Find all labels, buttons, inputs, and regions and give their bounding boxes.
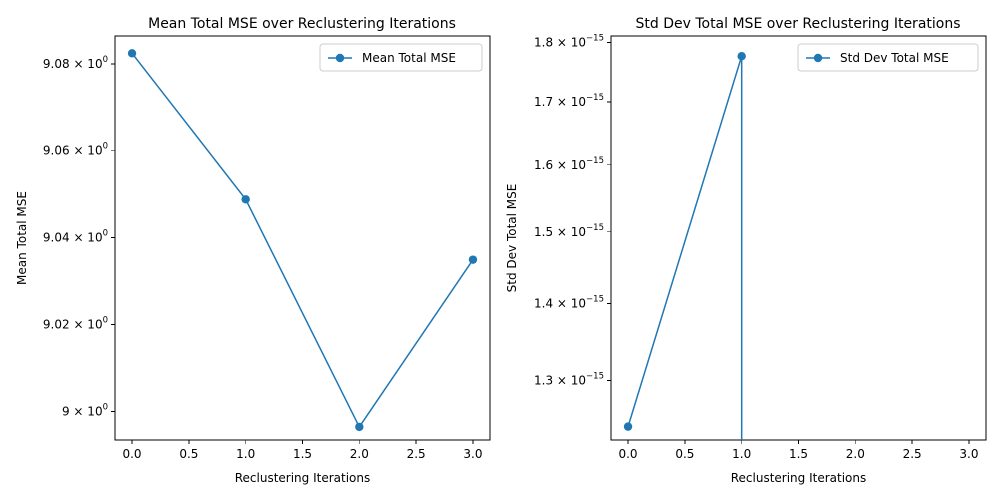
chart-panel-1: Mean Total MSE over Reclustering Iterati… — [15, 16, 491, 485]
x-tick-label: 2.5 — [903, 447, 922, 461]
legend: Std Dev Total MSE — [797, 43, 979, 72]
data-point — [623, 422, 633, 431]
y-tick-label: 1.4 × 10−15 — [534, 294, 604, 310]
data-point — [468, 255, 478, 264]
x-tick-label: 3.0 — [463, 447, 482, 461]
y-tick-label: 1.3 × 10−15 — [534, 371, 604, 387]
y-tick-label: 9 × 100 — [62, 403, 108, 419]
y-axis-label: Mean Total MSE — [15, 191, 29, 285]
data-point — [241, 195, 250, 204]
x-tick-label: 2.0 — [350, 447, 369, 461]
x-tick-label: 3.0 — [959, 447, 978, 461]
y-tick-label: 1.8 × 10−15 — [534, 33, 604, 49]
data-point — [737, 52, 746, 61]
y-tick-label: 9.02 × 100 — [43, 315, 108, 331]
chart-panel-2: Std Dev Total MSE over Reclustering Iter… — [505, 16, 987, 485]
legend-box — [319, 43, 483, 72]
x-tick-label: 2.0 — [846, 447, 865, 461]
legend-label: Std Dev Total MSE — [840, 51, 949, 65]
y-tick-label: 9.06 × 100 — [43, 142, 108, 158]
x-tick-label: 1.5 — [293, 447, 312, 461]
chart-title: Std Dev Total MSE over Reclustering Iter… — [635, 16, 960, 32]
y-tick-label: 1.5 × 10−15 — [534, 223, 604, 239]
data-point — [127, 49, 137, 58]
y-tick-label: 1.7 × 10−15 — [534, 93, 604, 109]
legend: Mean Total MSE — [319, 43, 483, 72]
x-tick-label: 1.0 — [732, 447, 751, 461]
chart-title: Mean Total MSE over Reclustering Iterati… — [148, 16, 456, 32]
x-axis-label: Reclustering Iterations — [731, 471, 867, 485]
x-tick-label: 2.5 — [407, 447, 426, 461]
series-group — [623, 52, 746, 440]
x-tick-label: 0.0 — [122, 447, 141, 461]
y-tick-label: 9.04 × 100 — [43, 228, 108, 244]
x-tick-label: 1.0 — [236, 447, 255, 461]
x-tick-label: 0.5 — [675, 447, 694, 461]
y-tick-label: 1.6 × 10−15 — [534, 156, 604, 172]
plot-area-frame — [114, 35, 491, 441]
x-tick-label: 1.5 — [789, 447, 808, 461]
legend-label: Mean Total MSE — [362, 51, 456, 65]
y-axis-label: Std Dev Total MSE — [505, 184, 519, 293]
legend-marker — [335, 53, 345, 63]
y-tick-label: 9.08 × 100 — [43, 55, 108, 71]
data-point — [355, 422, 364, 432]
plot-area-frame — [610, 35, 987, 441]
legend-box — [797, 43, 979, 72]
x-tick-label: 0.5 — [179, 447, 198, 461]
x-axis-label: Reclustering Iterations — [235, 471, 371, 485]
legend-marker — [813, 53, 823, 63]
series-line — [627, 55, 743, 440]
x-tick-label: 0.0 — [618, 447, 637, 461]
series-line — [131, 52, 474, 429]
series-group — [127, 49, 478, 432]
